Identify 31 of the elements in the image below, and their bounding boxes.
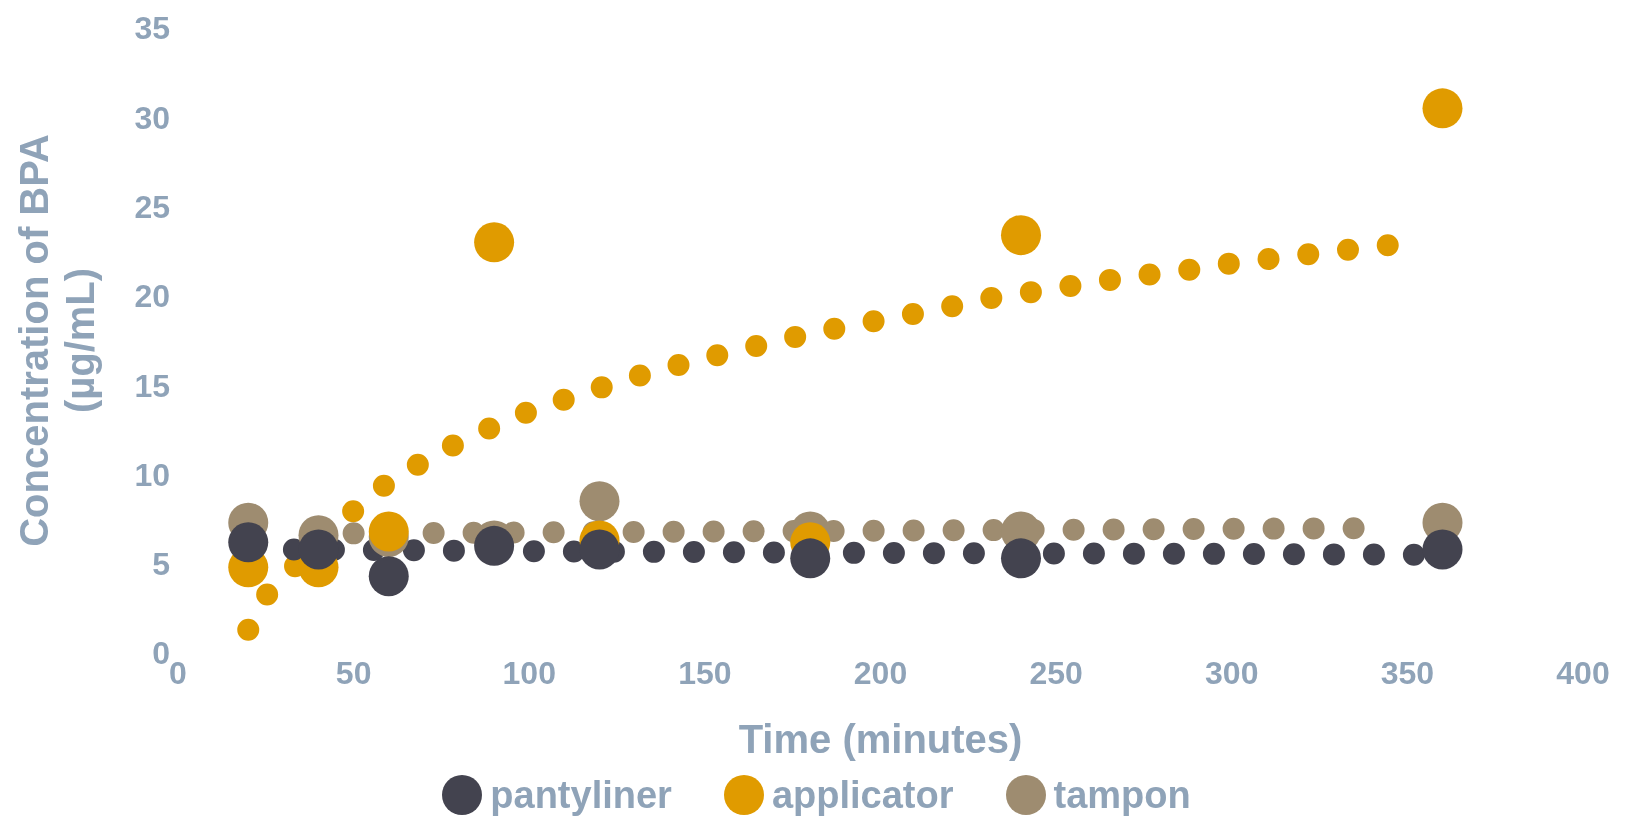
x-tick-label: 150: [678, 654, 732, 691]
point: [579, 529, 620, 570]
point: [298, 529, 339, 570]
y-tick-label: 35: [134, 10, 170, 47]
x-tick-label: 300: [1205, 654, 1259, 691]
point: [474, 222, 515, 263]
x-tick-label: 100: [502, 654, 556, 691]
point: [228, 522, 269, 563]
point: [579, 481, 620, 522]
x-tick-label: 200: [853, 654, 908, 691]
y-tick-label: 5: [152, 546, 170, 583]
point: [1001, 538, 1041, 579]
legend-label: tampon: [1053, 773, 1191, 817]
x-tick-label: 400: [1556, 654, 1610, 691]
point: [1422, 88, 1463, 129]
x-tick-label: 250: [1029, 654, 1083, 691]
x-axis-title: Time (minutes): [738, 717, 1023, 761]
y-tick-label: 25: [134, 188, 170, 225]
legend-label: applicator: [771, 773, 954, 817]
y-tick-label: 20: [134, 278, 170, 315]
point: [1001, 215, 1041, 256]
legend-label: pantyliner: [490, 773, 672, 817]
x-tick-label: 350: [1380, 654, 1435, 691]
y-tick-label: 15: [134, 367, 170, 404]
y-tick-label: 30: [134, 99, 170, 136]
y-axis-title: Concentration of BPA (µg/mL): [12, 134, 102, 547]
point: [368, 556, 409, 597]
y-tick-label: 10: [134, 456, 170, 493]
point: [790, 538, 831, 579]
x-tick-label: 50: [335, 654, 372, 691]
point: [1422, 529, 1463, 570]
